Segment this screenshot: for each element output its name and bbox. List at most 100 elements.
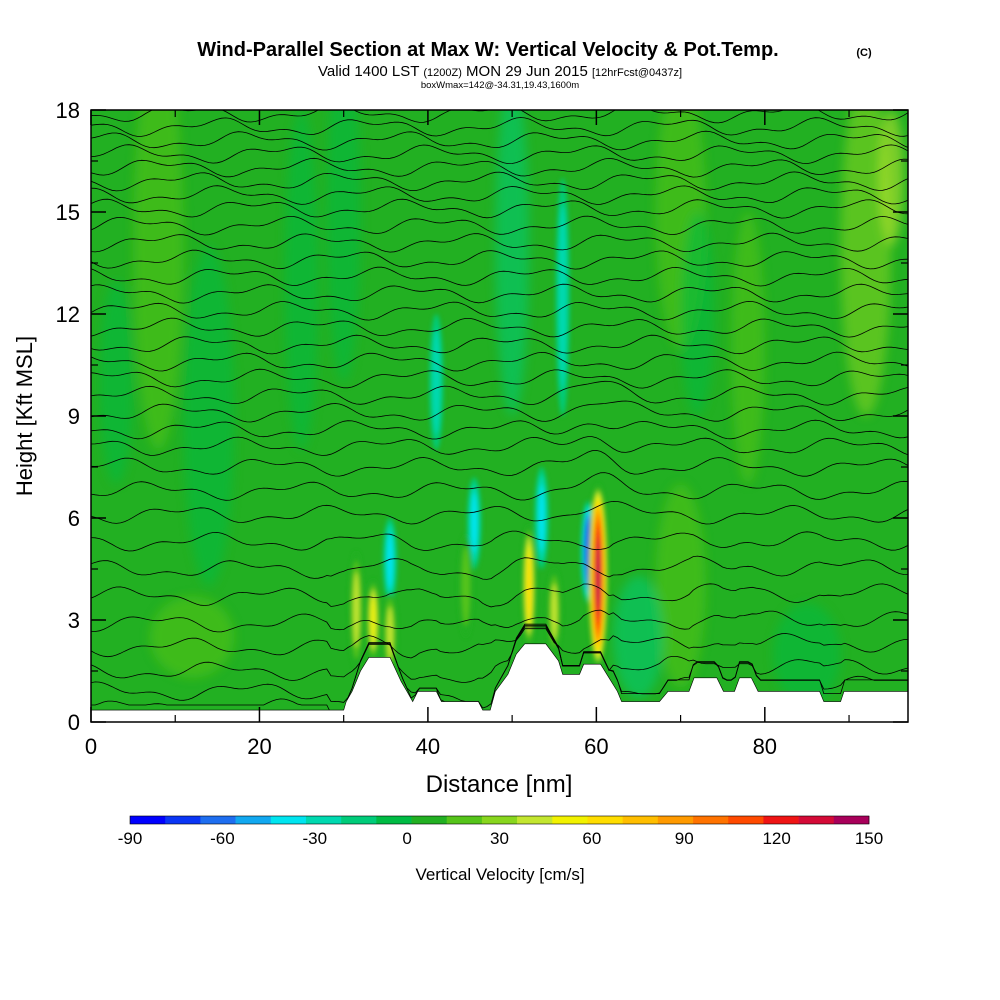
updraft-cell [527, 554, 531, 618]
isentrope-line [91, 626, 908, 683]
isentrope-line [91, 300, 908, 321]
colorbar-swatch [411, 816, 448, 824]
isentrope-line [91, 90, 908, 109]
isentrope-line [91, 555, 908, 580]
colorbar-swatch [341, 816, 377, 824]
colorbar-swatch [305, 816, 342, 824]
colorbar-swatch [728, 816, 764, 824]
isentrope-line [91, 171, 908, 192]
updraft-cell [596, 543, 600, 608]
updraft-cell [387, 606, 394, 661]
downdraft-cell [538, 484, 545, 552]
valid-line: Valid 1400 LST (1200Z) MON 29 Jun 2015 [… [318, 63, 682, 80]
colorbar-tick-label: 150 [855, 829, 883, 848]
colorbar-swatch [552, 816, 588, 824]
field-patch [840, 110, 892, 416]
isentrope-line [91, 232, 908, 253]
isentrope-line [91, 198, 908, 219]
colorbar-swatch [763, 816, 799, 824]
colorbar-frame [129, 815, 870, 825]
downdraft-cell [387, 532, 394, 589]
colorbar-swatch [622, 816, 659, 824]
colorbar-tick-label: 90 [675, 829, 694, 848]
x-tick-label: 40 [416, 734, 440, 759]
field-patch [878, 110, 904, 246]
isentrope-line [91, 380, 908, 406]
plot-area [91, 90, 908, 722]
field-patch [149, 596, 235, 678]
updraft-cell [353, 571, 360, 648]
colorbar-label: Vertical Velocity [cm/s] [415, 865, 584, 884]
colorbar-swatch [200, 816, 236, 824]
field-patch [133, 110, 184, 450]
isentrope-line [91, 283, 908, 304]
isentrope-line [91, 144, 908, 165]
chart-title: Wind-Parallel Section at Max W: Vertical… [197, 39, 778, 61]
colorbar-tick-label: -60 [210, 829, 235, 848]
x-axis-label: Distance [nm] [426, 771, 573, 798]
isentrope-line [91, 266, 908, 287]
colorbar-swatch [481, 816, 518, 824]
field-patch [326, 110, 361, 382]
x-tick-label: 60 [584, 734, 608, 759]
field-patch [613, 575, 664, 699]
updraft-cell [551, 583, 558, 640]
field-patch [183, 246, 235, 586]
field-patch [731, 212, 765, 484]
colorbar-swatch [270, 816, 307, 824]
isentrope-line [91, 500, 908, 525]
isentrope-line [91, 110, 908, 124]
colorbar-swatch [130, 816, 166, 824]
colorbar-tick-label: -90 [118, 829, 143, 848]
isentrope-line [91, 400, 908, 423]
isentrope-line [91, 530, 908, 552]
colorbar-swatch [165, 816, 201, 824]
colorbar-swatch [833, 816, 870, 824]
downdraft-cell [471, 493, 478, 554]
colorbar-swatch [517, 816, 553, 824]
colorbar-swatch [798, 816, 835, 824]
y-tick-label: 18 [56, 98, 80, 123]
isentrope-line [91, 157, 908, 178]
isentrope-line [91, 334, 908, 355]
valid-date: MON 29 Jun 2015 [466, 63, 588, 80]
isentrope-line [91, 449, 908, 477]
y-tick-label: 15 [56, 200, 80, 225]
chart-subtitle: boxWmax=142@-34.31,19.43,1600m [421, 80, 579, 91]
valid-fcst: [12hrFcst@0437z] [592, 67, 682, 79]
field-patch [680, 212, 715, 416]
y-tick-label: 3 [68, 608, 80, 633]
isentrope-line [91, 215, 908, 236]
terrain [91, 643, 908, 722]
updraft-cell [370, 596, 376, 644]
field-patch [99, 280, 134, 484]
isentrope-line [91, 368, 908, 389]
colorbar-swatch [235, 816, 272, 824]
isentrope-line [91, 351, 908, 372]
colorbar-tick-label: 0 [402, 829, 411, 848]
field-patch [773, 603, 841, 705]
y-tick-label: 0 [68, 710, 80, 735]
isentrope-line [91, 625, 908, 709]
y-axis-label: Height [Kft MSL] [12, 336, 37, 496]
colorbar-swatch [376, 816, 412, 824]
colorbar: -90 -60 -30 0 30 60 90 120 150 [118, 815, 883, 848]
isentrope-line [91, 436, 908, 456]
updraft-cell [461, 546, 471, 626]
valid-main: Valid 1400 LST [318, 63, 419, 80]
field-patch [284, 110, 319, 450]
y-tick-label: 9 [68, 404, 80, 429]
colorbar-swatch [693, 816, 729, 824]
colorbar-swatch [446, 816, 483, 824]
downdraft-cell [432, 329, 441, 435]
isentrope-line [91, 472, 908, 501]
isentrope-line [91, 609, 908, 633]
isentrope-line [91, 419, 908, 440]
colorbar-tick-label: 60 [582, 829, 601, 848]
y-tick-label: 6 [68, 506, 80, 531]
x-tick-label: 0 [85, 734, 97, 759]
copyright-mark: (C) [856, 47, 872, 59]
downdraft-cell [558, 204, 567, 390]
colorbar-tick-label: 120 [762, 829, 790, 848]
